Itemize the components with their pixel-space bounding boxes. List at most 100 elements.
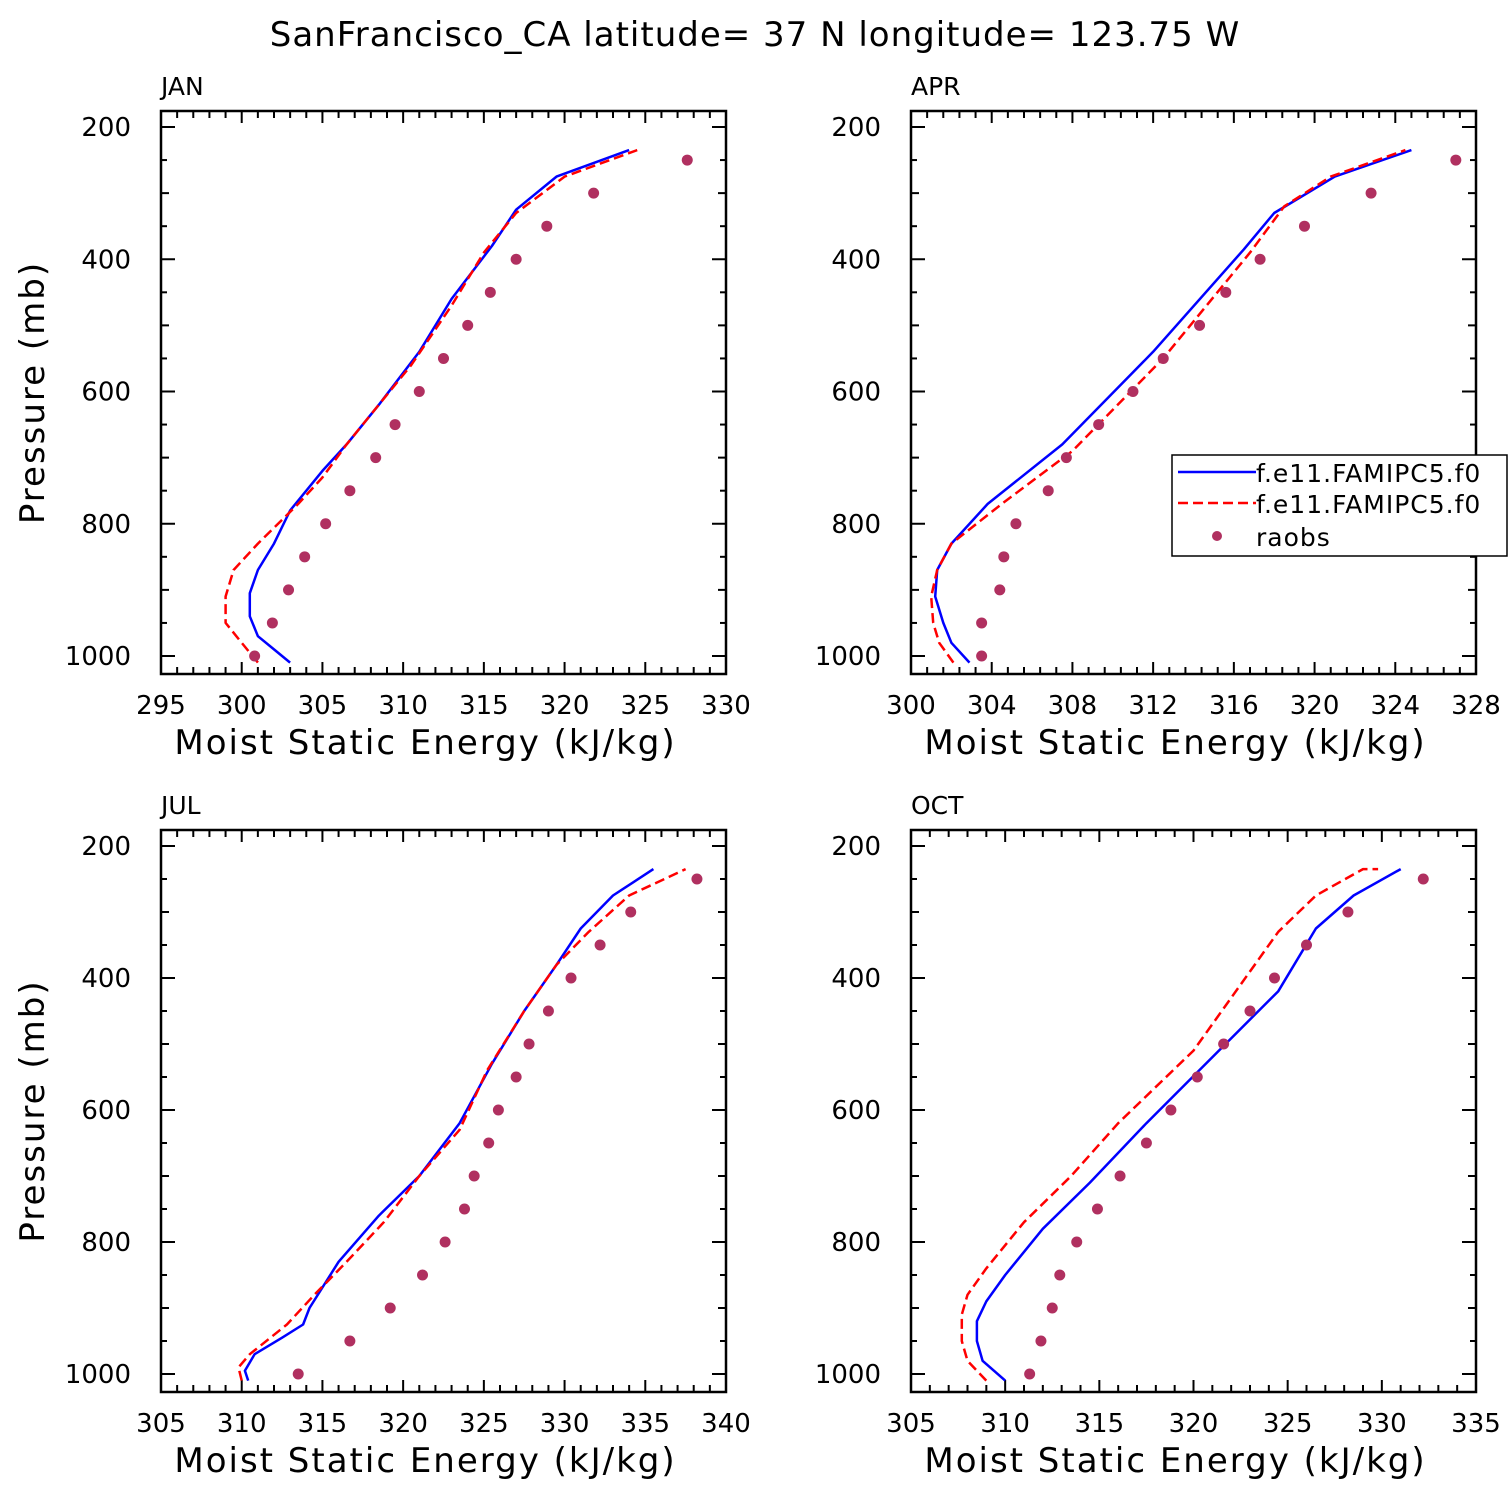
- series-line-blue-solid: [248, 148, 630, 664]
- legend: f.e11.FAMIPC5.f0 f.e11.FAMIPC5.f0 raobs: [1171, 454, 1508, 557]
- raobs-point: [1298, 220, 1310, 232]
- panel-oct: 305 310 315 320 325 330 335 200 400 600 800 1000 OCT…: [815, 791, 1501, 1481]
- raobs-point: [691, 873, 703, 885]
- raobs-point: [1417, 873, 1429, 885]
- x-tick-label: 304: [967, 691, 1017, 721]
- legend-label-2: f.e11.FAMIPC5.f0: [1256, 490, 1481, 519]
- raobs-point: [1268, 972, 1280, 984]
- raobs-point: [484, 286, 496, 298]
- raobs-point: [389, 419, 401, 431]
- x-tick-label: 305: [136, 1409, 186, 1439]
- y-tick-label: 1000: [815, 642, 881, 672]
- x-tick-label: 320: [378, 1409, 428, 1439]
- y-tick-label: 200: [81, 832, 131, 862]
- raobs-point: [249, 650, 261, 662]
- x-tick-label: 308: [1048, 691, 1098, 721]
- panel-label: APR: [911, 72, 961, 101]
- x-tick-label: 316: [1209, 691, 1259, 721]
- x-tick-label: 335: [1451, 1409, 1501, 1439]
- raobs-point: [976, 650, 988, 662]
- raobs-point: [413, 386, 425, 397]
- raobs-point: [344, 485, 356, 497]
- y-tick-label: 200: [81, 113, 131, 143]
- y-tick-label: 800: [831, 1228, 881, 1258]
- series-line-blue-solid: [933, 148, 1412, 664]
- x-axis-title: Moist Static Energy (kJ/kg): [174, 723, 676, 763]
- raobs-point: [384, 1302, 396, 1314]
- x-axis-title: Moist Static Energy (kJ/kg): [174, 1441, 676, 1481]
- raobs-point: [1165, 1104, 1177, 1116]
- x-tick-label: 310: [378, 691, 428, 721]
- x-tick-label: 320: [540, 691, 590, 721]
- x-tick-label: 315: [459, 691, 509, 721]
- x-axis-title: Moist Static Energy (kJ/kg): [924, 723, 1426, 763]
- x-tick-label: 330: [540, 1409, 590, 1439]
- raobs-point: [283, 584, 295, 596]
- raobs-point: [1191, 1071, 1203, 1083]
- raobs-point: [1244, 1005, 1256, 1017]
- raobs-point: [594, 939, 606, 951]
- raobs-point: [1127, 386, 1139, 397]
- y-tick-label: 1000: [815, 1360, 881, 1390]
- legend-dot: [1212, 531, 1222, 541]
- plot-frame: [159, 109, 728, 676]
- series-group: [224, 148, 693, 664]
- raobs-point: [1071, 1236, 1083, 1248]
- series-line-blue-solid: [243, 868, 655, 1381]
- raobs-point: [1035, 1335, 1047, 1347]
- raobs-point: [510, 253, 522, 265]
- raobs-point: [1220, 286, 1232, 298]
- y-axis-title: Pressure (mb): [13, 979, 53, 1242]
- raobs-point: [1060, 452, 1072, 464]
- x-tick-label: 325: [1263, 1409, 1313, 1439]
- raobs-point: [492, 1104, 504, 1116]
- raobs-point: [1254, 253, 1266, 265]
- panel-apr: 300 304 308 312 316 320 324 328 200 400 600 800 1000…: [815, 72, 1501, 763]
- series-line-red-dashed: [929, 148, 1406, 664]
- panel-label: OCT: [911, 791, 964, 820]
- x-tick-label: 320: [1169, 1409, 1219, 1439]
- raobs-point: [1010, 518, 1022, 530]
- panel-jul: 305 310 315 320 325 330 335 340 200 400 600 800 1000…: [13, 791, 751, 1481]
- raobs-point: [1042, 485, 1054, 497]
- raobs-point: [565, 972, 577, 984]
- raobs-point: [1024, 1368, 1036, 1380]
- raobs-point: [320, 518, 332, 530]
- series-line-red-dashed: [224, 148, 638, 664]
- x-tick-label: 335: [620, 1409, 670, 1439]
- raobs-point: [344, 1335, 356, 1347]
- x-tick-label: 328: [1451, 691, 1501, 721]
- raobs-point: [1301, 939, 1312, 951]
- x-tick-label: 300: [886, 691, 936, 721]
- legend-label-3: raobs: [1256, 523, 1331, 552]
- series-line-red-dashed: [960, 867, 1379, 1382]
- y-tick-label: 400: [81, 245, 131, 275]
- series-group: [960, 867, 1429, 1382]
- raobs-point: [483, 1137, 495, 1149]
- plot-frame: [159, 828, 728, 1394]
- raobs-point: [462, 319, 474, 331]
- x-tick-label: 320: [1290, 691, 1340, 721]
- raobs-point: [998, 551, 1010, 563]
- y-tick-label: 800: [81, 510, 131, 540]
- x-tick-label: 330: [1357, 1409, 1407, 1439]
- raobs-point: [588, 187, 600, 199]
- raobs-point: [976, 617, 988, 629]
- raobs-point: [1046, 1302, 1058, 1314]
- y-tick-label: 800: [831, 510, 881, 540]
- series-line-blue-solid: [975, 868, 1402, 1382]
- x-tick-label: 310: [980, 1409, 1030, 1439]
- x-tick-label: 300: [217, 691, 267, 721]
- raobs-point: [1114, 1170, 1126, 1182]
- panel-label: JAN: [159, 72, 204, 101]
- panel-label: JUL: [159, 791, 201, 820]
- raobs-point: [1091, 1203, 1103, 1215]
- x-tick-label: 315: [1075, 1409, 1125, 1439]
- raobs-point: [681, 154, 693, 166]
- raobs-point: [1093, 419, 1105, 431]
- x-tick-label: 310: [217, 1409, 267, 1439]
- y-tick-label: 1000: [65, 642, 131, 672]
- y-tick-label: 800: [81, 1228, 131, 1258]
- series-line-red-dashed: [237, 867, 687, 1381]
